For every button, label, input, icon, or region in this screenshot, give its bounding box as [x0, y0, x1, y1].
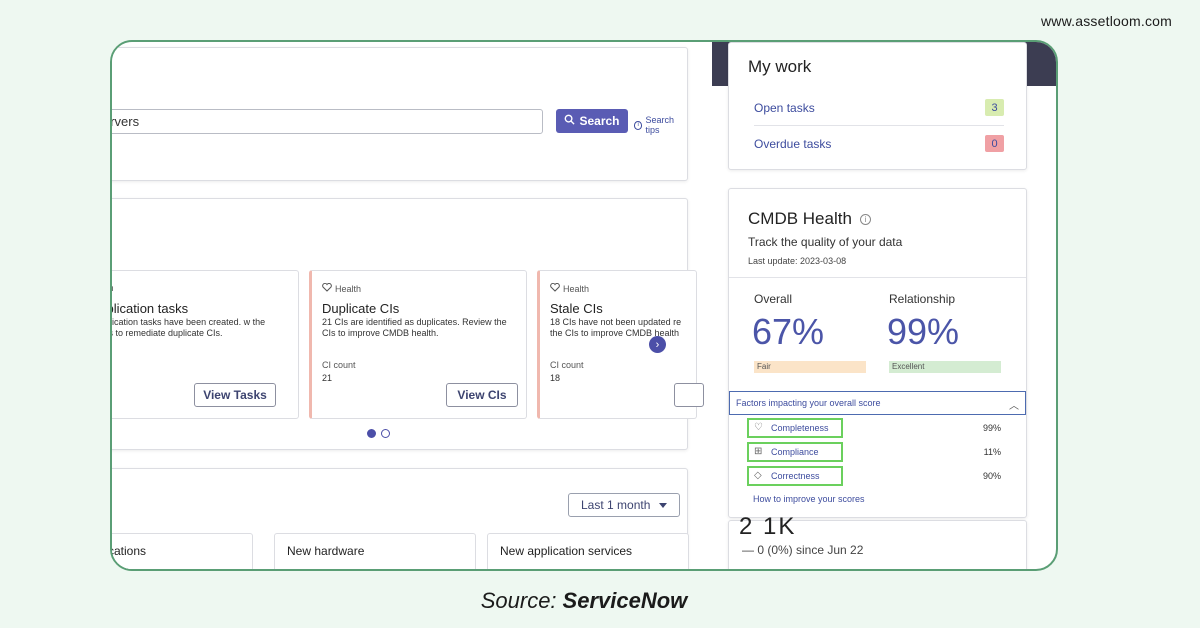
health-card-desc: -duplication tasks have been created. w … [110, 317, 266, 338]
improve-scores-link[interactable]: How to improve your scores [753, 494, 865, 504]
highlight-box [747, 442, 843, 462]
info-icon: i [634, 120, 643, 130]
carousel-dot-1[interactable] [367, 429, 376, 438]
cmdb-subtitle: Track the quality of your data [748, 235, 903, 249]
health-tag: lealth [112, 283, 114, 293]
health-cards-panel: lealth duplication tasks -duplication ta… [110, 198, 704, 450]
highlight-box [747, 466, 843, 486]
health-card-title: Stale CIs [550, 301, 603, 316]
search-card: ervers Search i Search tips [110, 47, 688, 181]
search-button[interactable]: Search [556, 109, 628, 133]
my-work-title: My work [748, 57, 812, 76]
relationship-status-bar: Excellent [889, 361, 1001, 373]
diamond-icon: ◇ [754, 470, 762, 481]
overdue-tasks-row[interactable]: Overdue tasks 0 [754, 135, 1004, 152]
search-input[interactable] [112, 109, 543, 134]
overall-label: Overall [754, 292, 793, 306]
tile-new-app-services[interactable]: New application services [487, 533, 689, 569]
view-button-partial[interactable] [674, 383, 704, 407]
cmdb-last-update: Last update: 2023-03-08 [748, 256, 847, 266]
open-tasks-count: 3 [985, 99, 1004, 116]
divider [729, 277, 1026, 278]
health-card-duplicate-cis: Health Duplicate CIs 21 CIs are identifi… [309, 270, 527, 419]
search-tips-link[interactable]: i Search tips [634, 115, 687, 135]
relationship-label: Relationship [889, 292, 956, 306]
grid-check-icon: ⊞ [754, 446, 763, 457]
health-card-desc: 21 CIs are identified as duplicates. Rev… [322, 317, 507, 338]
health-card-desc: 18 CIs have not been updated re the CIs … [550, 317, 682, 338]
search-icon [564, 114, 576, 128]
heart-shield-icon [550, 282, 560, 294]
health-card-count: 21 [322, 373, 333, 383]
health-card-count: 18 [550, 373, 561, 383]
summary-card: 2 1K — 0 (0%) since Jun 22 [728, 513, 1027, 569]
health-card-title: Duplicate CIs [322, 301, 400, 316]
shield-heart-icon: ♡ [754, 422, 763, 433]
health-card-count-label: CI count [322, 360, 356, 370]
chevron-up-icon[interactable]: ︿ [1009, 401, 1019, 412]
tile-new-hardware[interactable]: New hardware [274, 533, 476, 569]
health-card-title: duplication tasks [112, 301, 189, 316]
site-url: www.assetloom.com [1041, 13, 1172, 29]
open-tasks-row[interactable]: Open tasks 3 [754, 99, 1004, 116]
search-button-label: Search [579, 114, 620, 128]
summary-since: — 0 (0%) since Jun 22 [742, 543, 864, 557]
carousel-dot-2[interactable] [381, 429, 390, 438]
overall-status-bar: Fair [754, 361, 866, 373]
overdue-tasks-count: 0 [985, 135, 1004, 152]
divider [754, 125, 1004, 126]
health-card-dedup: lealth duplication tasks -duplication ta… [110, 270, 299, 419]
health-card-stale-cis: Health Stale CIs 18 CIs have not been up… [537, 270, 704, 419]
info-icon[interactable]: i [859, 213, 871, 225]
screenshot-frame: ervers Search i Search tips lealth dupli… [110, 40, 1058, 571]
heart-shield-icon [322, 282, 332, 294]
factors-accordion[interactable]: Factors impacting your overall score ︿ [729, 391, 1026, 415]
overall-score: 67% [752, 311, 825, 352]
view-tasks-button[interactable]: View Tasks [194, 383, 276, 407]
search-input-value: ervers [110, 114, 140, 129]
highlight-box [747, 418, 843, 438]
chevron-right-icon[interactable]: › [649, 336, 666, 353]
range-select[interactable]: Last 1 month [568, 493, 680, 517]
health-tag: Health [550, 282, 589, 294]
source-caption: Source: ServiceNow [480, 588, 688, 613]
cmdb-health-card: CMDB Health i Track the quality of your … [728, 188, 1027, 518]
health-card-count-label: CI count [550, 360, 584, 370]
view-cis-button[interactable]: View CIs [446, 383, 518, 407]
health-tag: Health [322, 282, 361, 294]
my-work-card: My work Open tasks 3 Overdue tasks 0 [728, 42, 1027, 170]
caret-down-icon [659, 503, 667, 508]
summary-number: 2 1K [739, 513, 797, 540]
relationship-score: 99% [887, 311, 960, 352]
search-tips-label: Search tips [645, 115, 674, 135]
cmdb-title: CMDB Health i [748, 209, 871, 229]
